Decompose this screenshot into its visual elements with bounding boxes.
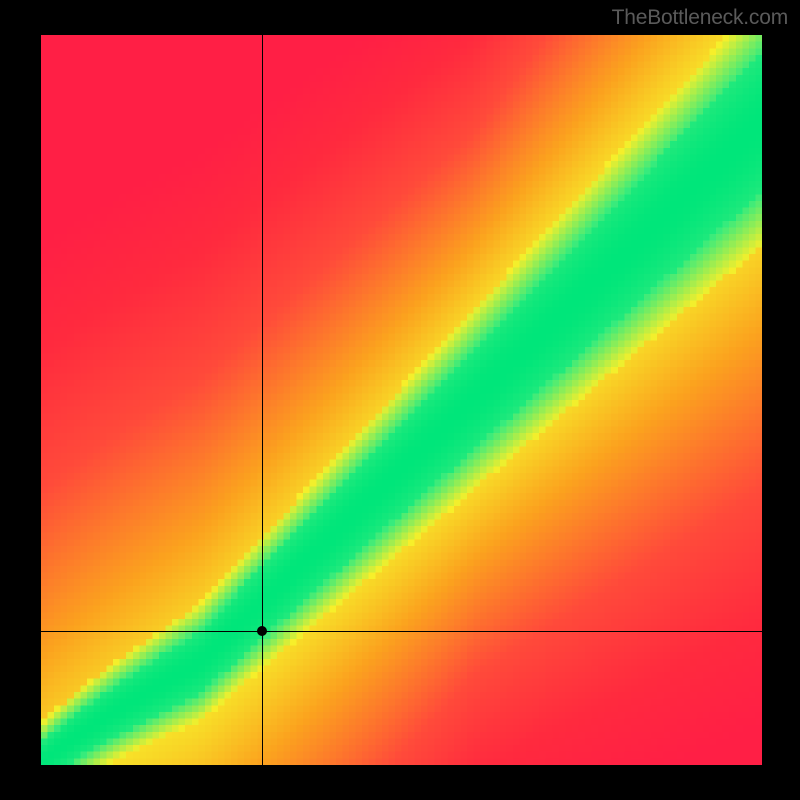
heatmap-plot <box>41 35 762 765</box>
watermark-text: TheBottleneck.com <box>612 6 788 30</box>
crosshair-horizontal <box>41 631 762 632</box>
crosshair-vertical <box>262 35 263 765</box>
marker-point <box>257 626 267 636</box>
heatmap-canvas <box>41 35 762 765</box>
